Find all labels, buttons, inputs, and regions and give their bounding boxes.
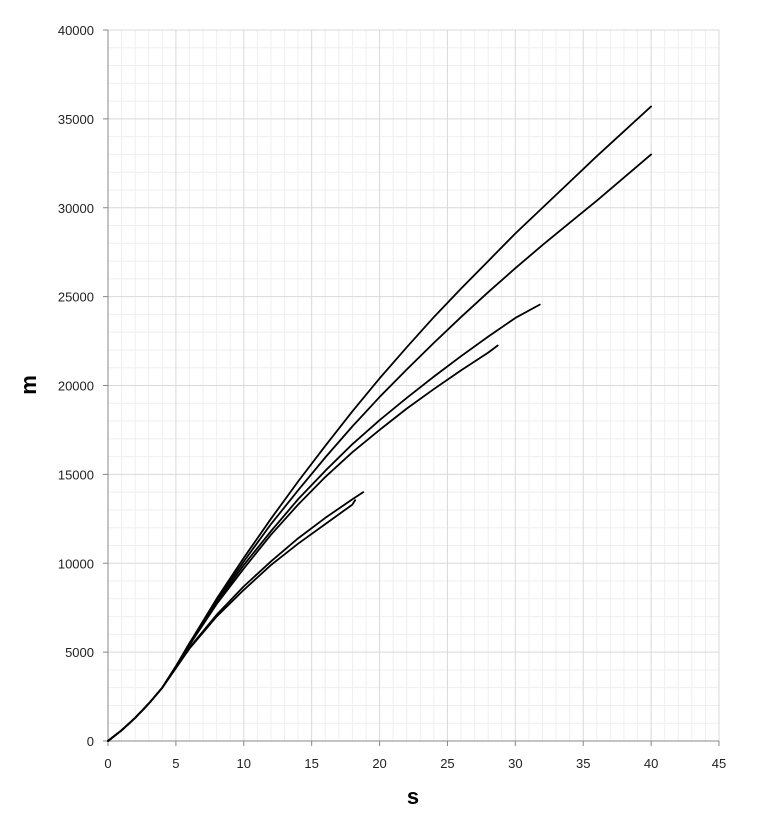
x-tick-label: 20 (372, 756, 386, 771)
x-tick-label: 10 (237, 756, 251, 771)
x-tick-label: 0 (104, 756, 111, 771)
y-tick-label: 10000 (58, 556, 94, 571)
axes (103, 29, 720, 746)
x-tick-label: 40 (644, 756, 658, 771)
x-tick-label: 15 (304, 756, 318, 771)
x-axis-title: s (407, 784, 419, 809)
x-tick-label: 5 (172, 756, 179, 771)
tick-labels: 0 5 10 15 20 25 30 35 40 45 0 5000 10000 15000 20000 25… (58, 23, 726, 771)
y-tick-label: 5000 (65, 645, 94, 660)
x-tick-label: 35 (576, 756, 590, 771)
series-line-1 (107, 499, 357, 742)
series-line-6 (107, 105, 653, 742)
y-tick-label: 35000 (58, 112, 94, 127)
x-tick-label: 30 (508, 756, 522, 771)
y-tick-label: 30000 (58, 201, 94, 216)
y-tick-label: 20000 (58, 379, 94, 394)
series-group (107, 105, 653, 742)
y-tick-label: 0 (87, 734, 94, 749)
y-tick-label: 25000 (58, 290, 94, 305)
x-tick-label: 45 (712, 756, 726, 771)
x-tick-label: 25 (440, 756, 454, 771)
y-tick-label: 15000 (58, 467, 94, 482)
y-tick-label: 40000 (58, 23, 94, 38)
y-axis-title: m (16, 375, 41, 395)
grid (107, 29, 720, 742)
